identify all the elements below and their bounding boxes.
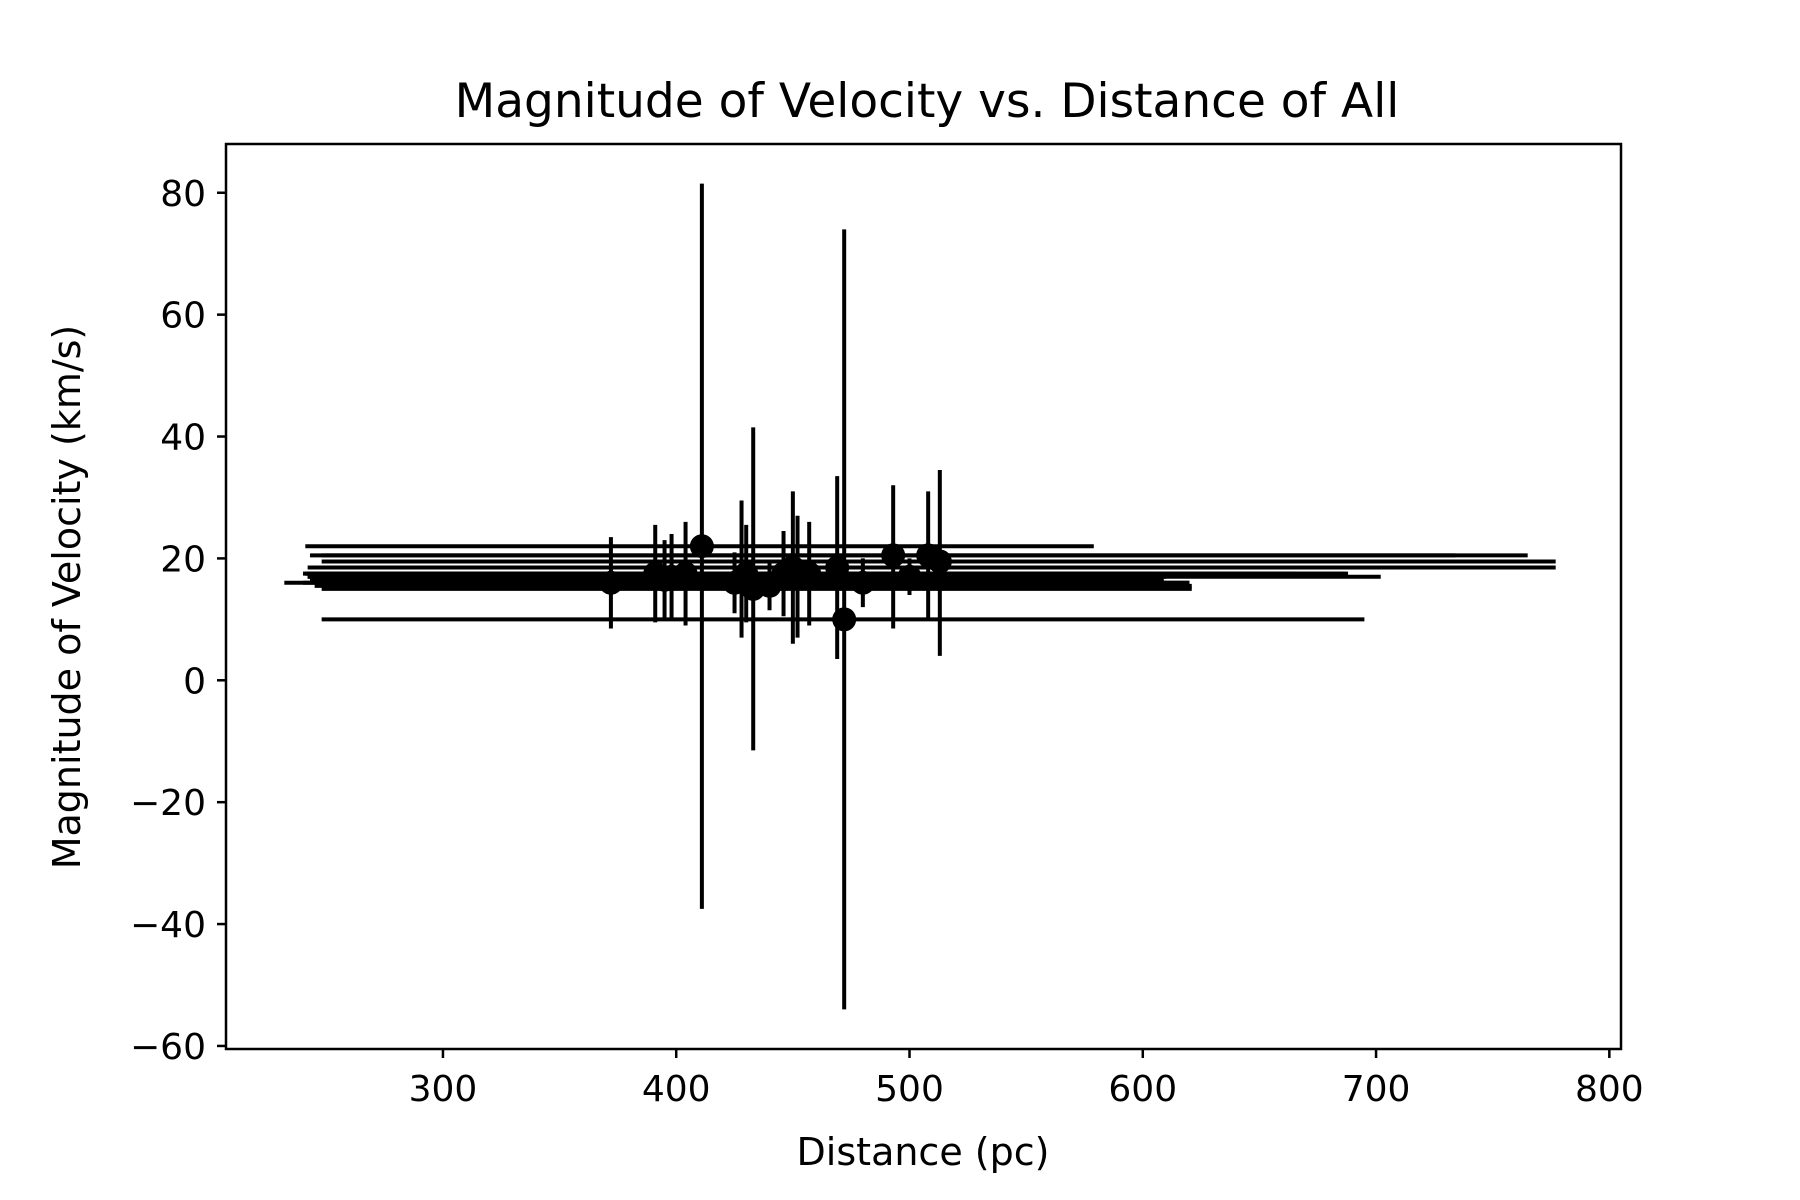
y-tick-label: −40 [130,905,206,946]
data-point [757,573,782,598]
data-point [850,570,875,595]
y-tick-label: 20 [160,539,206,580]
data-point [881,543,906,568]
data-point [652,567,677,592]
error-bars [284,183,1556,1010]
data-point [598,570,623,595]
data-point [689,534,714,559]
y-tick-label: 60 [160,296,206,337]
data-point [785,564,810,589]
y-tick-label: −20 [130,783,206,824]
data-point [927,549,952,574]
x-tick-label: 800 [1575,1069,1644,1110]
data-point [832,607,857,632]
y-tick-label: 40 [160,418,206,459]
y-tick-label: 80 [160,174,206,215]
data-points [598,534,952,632]
x-tick-label: 600 [1108,1069,1177,1110]
data-point [825,555,850,580]
y-tick-label: −60 [130,1027,206,1068]
x-axis: 300 400 500 600 700 800 [409,1049,1644,1110]
x-tick-label: 700 [1342,1069,1411,1110]
x-axis-label: Distance (pc) [797,1130,1050,1174]
x-tick-label: 300 [409,1069,478,1110]
y-tick-label: 0 [183,661,206,702]
y-axis-label: Magnitude of Velocity (km/s) [45,325,89,870]
data-point [722,570,747,595]
x-tick-label: 500 [875,1069,944,1110]
x-tick-label: 400 [642,1069,711,1110]
chart-title: Magnitude of Velocity vs. Distance of Al… [455,74,1400,129]
plot-frame [224,142,1623,1051]
data-point [897,564,922,589]
y-axis: −60 −40 −20 0 20 40 60 80 [130,174,226,1068]
